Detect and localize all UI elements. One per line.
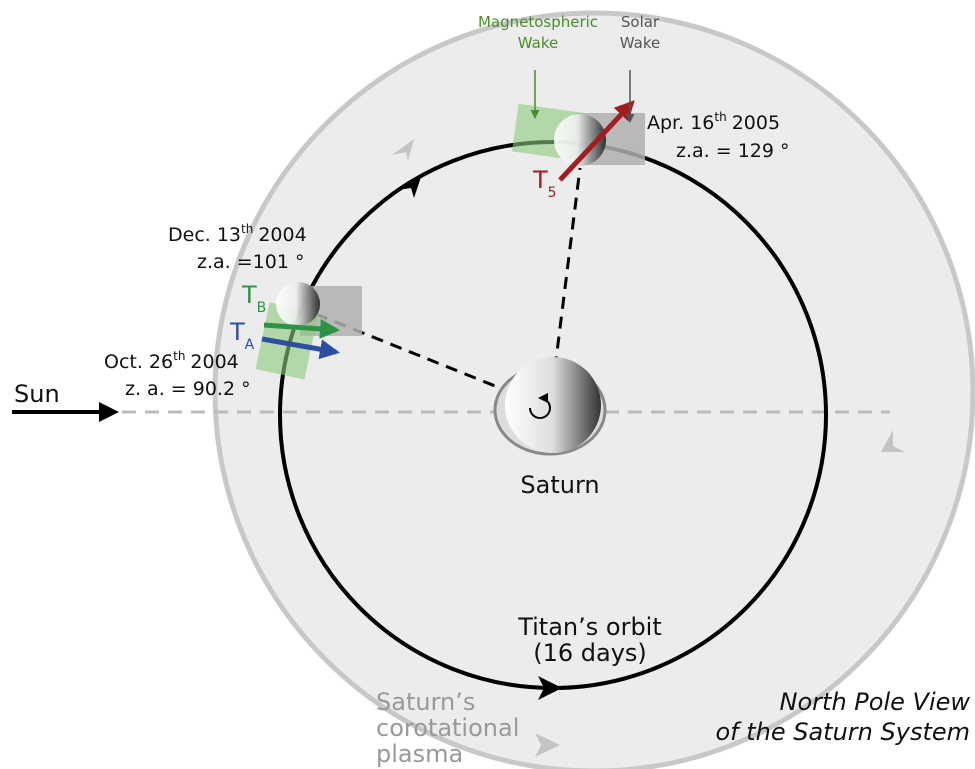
view-label: North Pole View of the Saturn System <box>715 688 970 746</box>
year: 2004 <box>258 224 306 246</box>
saturn <box>505 357 601 453</box>
za-label: z.a. =101 ° <box>197 251 304 273</box>
sun-label: Sun <box>14 380 60 408</box>
orbit-arrow <box>538 676 562 700</box>
za-label: z.a. = 129 ° <box>676 140 790 162</box>
plasma-arrow <box>535 733 560 757</box>
t5-label: T5 <box>532 166 557 201</box>
label-line: plasma <box>376 740 463 768</box>
letter: T <box>241 281 257 309</box>
date: Dec. 13 <box>168 224 241 246</box>
letter: T <box>229 318 245 346</box>
label-line: Solar <box>621 13 660 31</box>
date-label: Oct. 26th 2004 <box>104 349 239 373</box>
label-line: Wake <box>518 34 558 52</box>
ta-trajectory <box>261 336 340 360</box>
label-line: Wake <box>620 34 660 52</box>
orbit-label: Titan’s orbit (16 days) <box>517 613 662 667</box>
t5-trajectory <box>558 100 635 182</box>
orbit-arrow <box>398 174 422 198</box>
date: Oct. 26 <box>104 351 173 373</box>
plasma-arrow <box>392 139 414 161</box>
sub: A <box>245 337 255 353</box>
titan <box>276 282 320 326</box>
ta-label: TA <box>229 318 255 353</box>
sup: th <box>714 110 726 124</box>
letter: T <box>532 166 548 194</box>
titan <box>554 114 606 166</box>
sub: 5 <box>548 185 557 201</box>
plasma-arrow <box>881 430 905 452</box>
date-label: Apr. 16th 2005 <box>647 110 780 134</box>
label-line: Saturn’s <box>376 688 475 716</box>
label-line: of the Saturn System <box>715 718 970 746</box>
label-line: Titan’s orbit <box>517 613 662 641</box>
label-line: (16 days) <box>533 639 647 667</box>
sup: th <box>173 349 185 363</box>
label-line: North Pole View <box>780 688 971 716</box>
year: 2005 <box>732 112 780 134</box>
label: Magnetospheric Wake <box>478 13 598 52</box>
sub: B <box>257 300 267 316</box>
year: 2004 <box>190 351 238 373</box>
tb-trajectory <box>263 318 340 339</box>
saturn-label: Saturn <box>520 471 599 499</box>
label-line: Magnetospheric <box>478 13 598 31</box>
za-label: z. a. = 90.2 ° <box>125 378 251 400</box>
rotation-icon <box>529 393 551 419</box>
date: Apr. 16 <box>647 112 714 134</box>
date-label: Dec. 13th 2004 <box>168 222 307 246</box>
label-line: corotational <box>376 714 519 742</box>
tb-label: TB <box>241 281 266 316</box>
plasma-label: Saturn’s corotational plasma <box>376 688 519 768</box>
label: Solar Wake <box>620 13 660 52</box>
sup: th <box>241 222 253 236</box>
